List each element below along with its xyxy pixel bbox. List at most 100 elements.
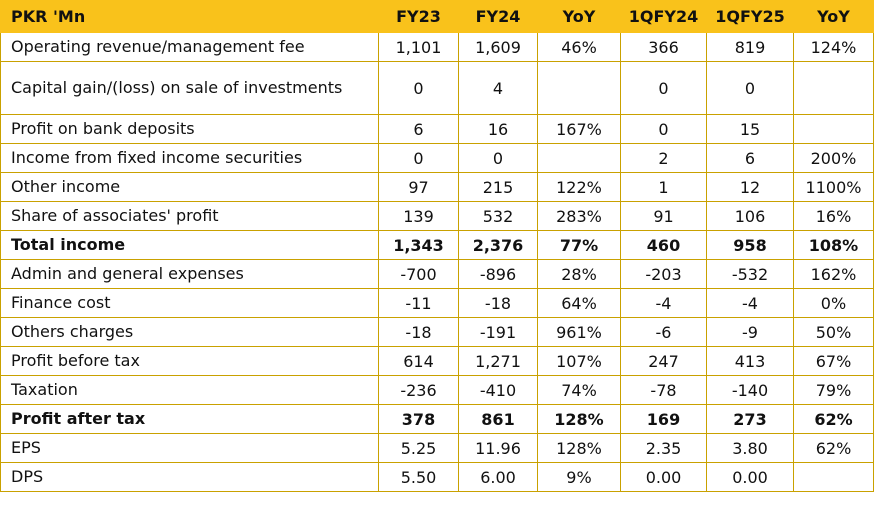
table-row: Capital gain/(loss) on sale of investmen…: [0, 61, 874, 115]
row-value: -4: [620, 288, 707, 318]
row-value: 12: [706, 172, 794, 202]
row-value: 273: [706, 404, 794, 434]
row-value: 4: [458, 61, 538, 115]
row-label: Taxation: [0, 375, 379, 405]
row-value: -191: [458, 317, 538, 347]
row-value: 16: [458, 114, 538, 144]
row-value: [537, 61, 621, 115]
header-fy24: FY24: [458, 0, 538, 33]
row-value: 413: [706, 346, 794, 376]
row-value: 74%: [537, 375, 621, 405]
row-label: EPS: [0, 433, 379, 463]
row-value: 819: [706, 32, 794, 62]
row-value: -236: [378, 375, 459, 405]
row-value: 167%: [537, 114, 621, 144]
table-row: Taxation -236 -410 74% -78 -140 79%: [0, 375, 874, 405]
row-value: 283%: [537, 201, 621, 231]
header-row: PKR 'Mn FY23 FY24 YoY 1QFY24 1QFY25 YoY: [0, 0, 874, 33]
row-value: 97: [378, 172, 459, 202]
row-value: -140: [706, 375, 794, 405]
header-yoy-quarter: YoY: [793, 0, 874, 33]
table-row: Share of associates' profit 139 532 283% 91 1…: [0, 201, 874, 231]
row-value: 46%: [537, 32, 621, 62]
row-value: 9%: [537, 462, 621, 492]
row-value: -18: [458, 288, 538, 318]
row-value: 67%: [793, 346, 874, 376]
row-value: 0: [458, 143, 538, 173]
row-value: 15: [706, 114, 794, 144]
row-value: 1,343: [378, 230, 459, 260]
row-value: 532: [458, 201, 538, 231]
header-yoy: YoY: [537, 0, 621, 33]
table-row: Admin and general expenses -700 -896 28% -20…: [0, 259, 874, 289]
table-row: Income from fixed income securities 0 0 2 6 2…: [0, 143, 874, 173]
row-value: 5.25: [378, 433, 459, 463]
row-value: -11: [378, 288, 459, 318]
row-label: Total income: [0, 230, 379, 260]
row-value: 91: [620, 201, 707, 231]
row-label: DPS: [0, 462, 379, 492]
row-value: 2.35: [620, 433, 707, 463]
row-value: -9: [706, 317, 794, 347]
row-value: 0.00: [620, 462, 707, 492]
row-value: 0: [706, 61, 794, 115]
row-value: 958: [706, 230, 794, 260]
row-value: 6.00: [458, 462, 538, 492]
row-value: -203: [620, 259, 707, 289]
row-value: 861: [458, 404, 538, 434]
row-value: 16%: [793, 201, 874, 231]
header-1qfy24: 1QFY24: [620, 0, 707, 33]
row-value: -410: [458, 375, 538, 405]
row-value: 215: [458, 172, 538, 202]
row-value: 2,376: [458, 230, 538, 260]
row-value: 0: [378, 61, 459, 115]
row-value: -532: [706, 259, 794, 289]
header-fy23: FY23: [378, 0, 459, 33]
row-value: [793, 114, 874, 144]
row-value: 139: [378, 201, 459, 231]
row-value: 247: [620, 346, 707, 376]
row-value: -18: [378, 317, 459, 347]
row-value: 11.96: [458, 433, 538, 463]
row-value: [793, 462, 874, 492]
table-row: Profit after tax 378 861 128% 169 273 62%: [0, 404, 874, 434]
row-value: 961%: [537, 317, 621, 347]
table-row: Total income 1,343 2,376 77% 460 958 108%: [0, 230, 874, 260]
table-row: Other income 97 215 122% 1 12 1100%: [0, 172, 874, 202]
row-label: Capital gain/(loss) on sale of investmen…: [0, 61, 379, 115]
row-value: 0: [620, 61, 707, 115]
row-value: 128%: [537, 404, 621, 434]
row-value: 1,271: [458, 346, 538, 376]
row-value: 169: [620, 404, 707, 434]
row-value: 50%: [793, 317, 874, 347]
row-value: 6: [378, 114, 459, 144]
row-value: 79%: [793, 375, 874, 405]
table-row: EPS 5.25 11.96 128% 2.35 3.80 62%: [0, 433, 874, 463]
header-1qfy25: 1QFY25: [706, 0, 794, 33]
row-value: 162%: [793, 259, 874, 289]
table-body: Operating revenue/management fee 1,101 1,6…: [0, 32, 874, 492]
row-value: 64%: [537, 288, 621, 318]
row-value: 1,609: [458, 32, 538, 62]
table-row: Profit before tax 614 1,271 107% 247 413 67%: [0, 346, 874, 376]
row-value: 6: [706, 143, 794, 173]
row-value: 1,101: [378, 32, 459, 62]
row-value: -6: [620, 317, 707, 347]
row-label: Others charges: [0, 317, 379, 347]
row-value: 614: [378, 346, 459, 376]
row-value: [537, 143, 621, 173]
row-value: 128%: [537, 433, 621, 463]
row-value: 124%: [793, 32, 874, 62]
row-value: -700: [378, 259, 459, 289]
row-value: 62%: [793, 433, 874, 463]
table-row: Finance cost -11 -18 64% -4 -4 0%: [0, 288, 874, 318]
row-value: 366: [620, 32, 707, 62]
row-value: 1: [620, 172, 707, 202]
row-label: Operating revenue/management fee: [0, 32, 379, 62]
income-statement-table: PKR 'Mn FY23 FY24 YoY 1QFY24 1QFY25 YoY …: [0, 0, 874, 492]
row-value: [793, 61, 874, 115]
row-value: -4: [706, 288, 794, 318]
row-label: Income from fixed income securities: [0, 143, 379, 173]
row-value: 106: [706, 201, 794, 231]
table-row: Others charges -18 -191 961% -6 -9 50%: [0, 317, 874, 347]
